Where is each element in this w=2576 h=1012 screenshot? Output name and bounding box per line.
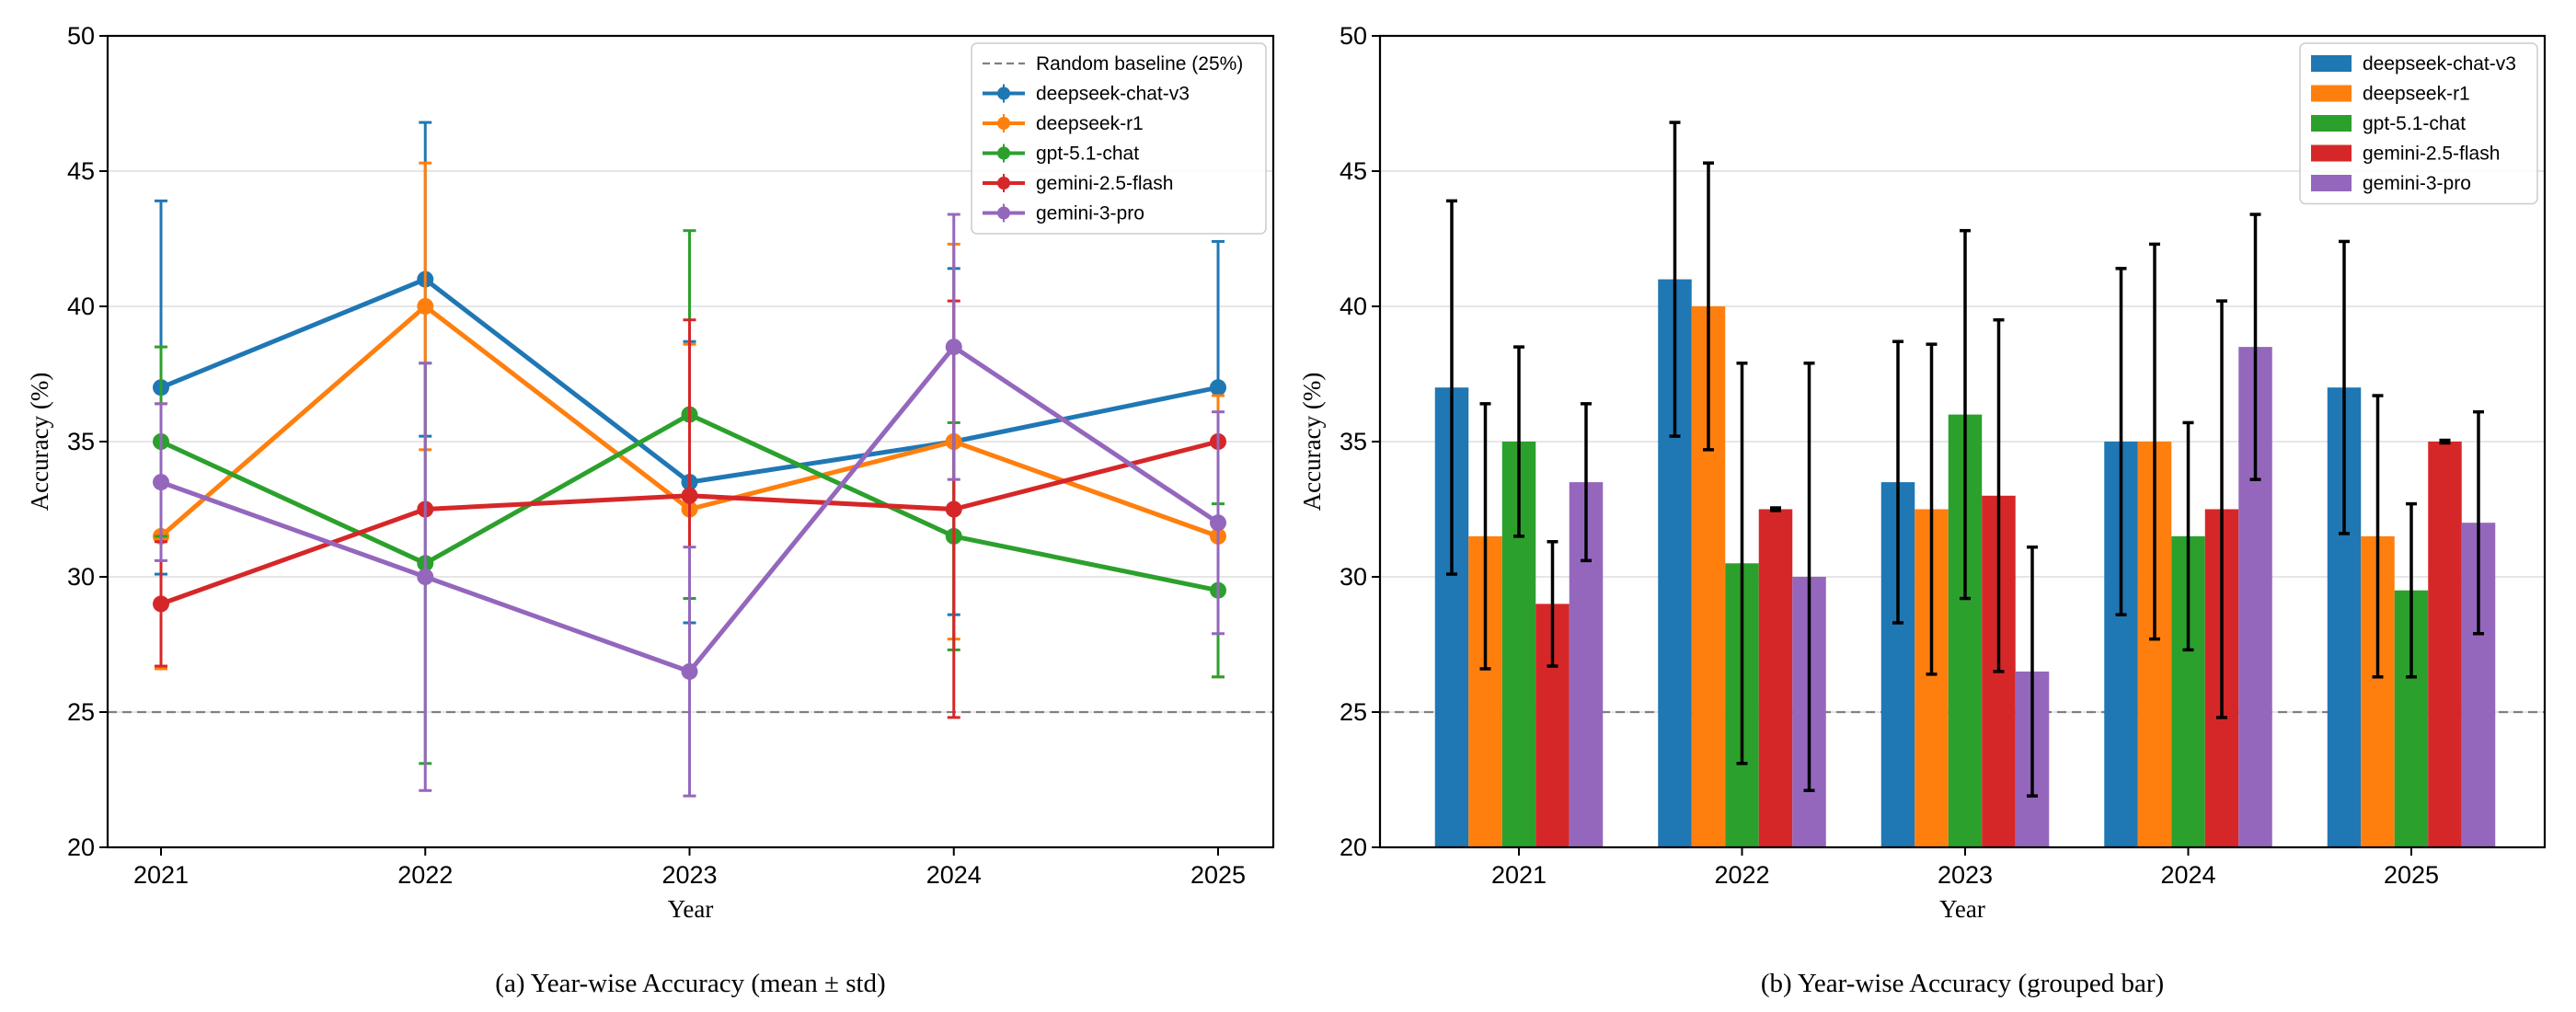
legend-label: deepseek-chat-v3: [1036, 84, 1190, 105]
data-point: [417, 569, 434, 585]
data-point: [1210, 514, 1226, 532]
legend-swatch: [2311, 55, 2352, 72]
panel-caption: (a) Year-wise Accuracy (mean ± std): [495, 969, 885, 998]
panel-caption: (b) Year-wise Accuracy (grouped bar): [1761, 969, 2164, 998]
data-point: [153, 474, 169, 491]
y-tick-label: 35: [67, 428, 95, 455]
y-tick-label: 25: [67, 698, 95, 726]
y-tick-label: 45: [67, 157, 95, 185]
bar-gemini-2.5-flash: [2428, 442, 2462, 847]
data-point: [417, 298, 434, 315]
x-tick-label: 2023: [661, 861, 717, 889]
legend-box: [2299, 42, 2538, 205]
plot-frame: [106, 34, 1275, 849]
x-tick-label: 2025: [2384, 861, 2439, 889]
legend-label: gpt-5.1-chat: [1036, 144, 1139, 165]
legend-label: deepseek-r1: [1036, 113, 1144, 134]
legend-swatch-marker: [997, 146, 1010, 160]
legend-label: gemini-2.5-flash: [2363, 144, 2500, 165]
legend-label: gemini-3-pro: [2363, 173, 2471, 194]
data-point: [945, 500, 962, 518]
bar-gemini-2.5-flash: [1758, 509, 1793, 847]
y-tick-label: 25: [1340, 698, 1367, 726]
plot-frame: [1378, 34, 2547, 849]
legend-label: deepseek-chat-v3: [2363, 53, 2516, 75]
legend-swatch: [2311, 144, 2352, 162]
y-axis-label: Accuracy (%): [1298, 373, 1326, 512]
data-point: [681, 487, 698, 504]
y-tick-label: 20: [67, 834, 95, 861]
legend-box: [971, 42, 1267, 235]
legend-label: deepseek-r1: [2363, 84, 2470, 105]
legend-swatch: [2311, 175, 2352, 191]
y-axis-label: Accuracy (%): [26, 373, 53, 512]
legend-swatch: [2311, 115, 2352, 132]
y-tick-label: 45: [1340, 157, 1367, 185]
legend-swatch-marker: [997, 117, 1010, 130]
legend-swatch: [2311, 85, 2352, 102]
data-point: [153, 595, 169, 613]
legend-label: gpt-5.1-chat: [2363, 113, 2466, 134]
legend-label: gemini-3-pro: [1036, 203, 1144, 224]
legend-label: Random baseline (25%): [1036, 53, 1243, 75]
legend-label: gemini-2.5-flash: [1036, 173, 1173, 194]
y-tick-label: 30: [67, 563, 95, 591]
x-tick-label: 2021: [133, 861, 189, 889]
legend-swatch-marker: [997, 206, 1010, 220]
x-tick-label: 2023: [1938, 861, 1993, 889]
data-point: [945, 339, 962, 356]
x-tick-label: 2022: [1714, 861, 1769, 889]
data-point: [1210, 379, 1226, 397]
x-axis-label: Year: [668, 895, 714, 923]
x-tick-label: 2024: [926, 861, 982, 889]
x-tick-label: 2024: [2160, 861, 2215, 889]
y-tick-label: 50: [67, 22, 95, 50]
y-tick-label: 35: [1340, 428, 1367, 455]
legend-swatch-marker: [997, 177, 1010, 190]
legend-swatch-marker: [997, 86, 1010, 100]
x-tick-label: 2025: [1190, 861, 1246, 889]
y-tick-label: 40: [1340, 293, 1367, 320]
x-tick-label: 2022: [397, 861, 453, 889]
x-axis-label: Year: [1939, 895, 1985, 923]
y-tick-label: 50: [1340, 22, 1367, 50]
y-tick-label: 40: [67, 293, 95, 320]
x-tick-label: 2021: [1491, 861, 1547, 889]
y-tick-label: 30: [1340, 563, 1367, 591]
data-point: [681, 662, 698, 680]
y-tick-label: 20: [1340, 834, 1367, 861]
